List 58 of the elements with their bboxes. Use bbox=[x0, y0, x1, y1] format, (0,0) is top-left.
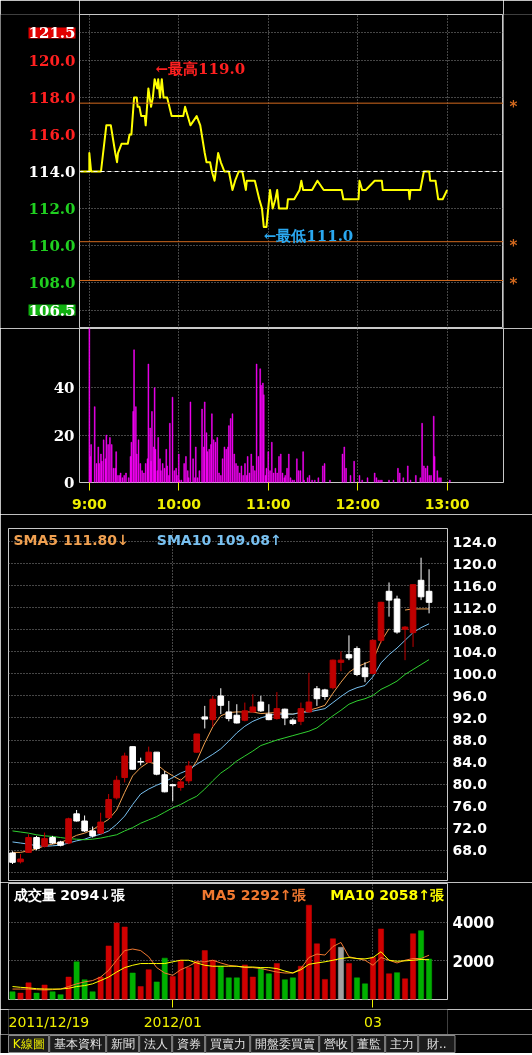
chart-title: 成交量 2094↓張 bbox=[12, 886, 127, 903]
text: MA5 2292↑張 bbox=[201, 886, 307, 903]
y-tick-label: 80.0 bbox=[452, 776, 488, 793]
text: K線圖 bbox=[12, 1037, 45, 1051]
y-tick-label: 100.0 bbox=[452, 665, 498, 682]
ref-line-label: * bbox=[509, 98, 518, 117]
y-tick-label: 40 bbox=[53, 379, 75, 398]
y-tick-label: 121.5 bbox=[28, 24, 76, 43]
text: 資券 bbox=[176, 1037, 201, 1051]
y-tick-label: 76.0 bbox=[452, 798, 488, 815]
text: MA10 2058↑張 bbox=[330, 886, 446, 903]
x-tick-label: 11:00 bbox=[245, 495, 291, 512]
text: 法人 bbox=[143, 1037, 168, 1051]
y-tick-label: 88.0 bbox=[452, 732, 488, 749]
y-tick-label: 106.5 bbox=[28, 301, 76, 320]
y-tick-label: 110.0 bbox=[28, 236, 76, 255]
y-tick-label: 96.0 bbox=[452, 687, 488, 704]
y-tick-label: 0 bbox=[64, 474, 75, 492]
text: SMA10 109.08↑ bbox=[156, 531, 282, 548]
y-tick-label: 20 bbox=[53, 426, 75, 445]
y-tick-label: 114.0 bbox=[28, 163, 76, 181]
text: 2011/12/19 bbox=[8, 1013, 90, 1030]
text: 營收 bbox=[323, 1037, 348, 1051]
y-tick-label: 116.0 bbox=[28, 126, 76, 145]
y-tick-label: 92.0 bbox=[452, 710, 488, 726]
text: 開盤委買賣 bbox=[254, 1037, 315, 1051]
x-tick-label: 2012/01 bbox=[143, 1013, 202, 1030]
y-tick-label: 2000 bbox=[452, 952, 495, 971]
text: 新聞 bbox=[110, 1037, 135, 1051]
x-tick-label: 03 bbox=[364, 1013, 382, 1030]
ref-line-label: * bbox=[509, 275, 518, 294]
y-tick-label: 4000 bbox=[452, 914, 495, 933]
y-tick-label: 84.0 bbox=[452, 754, 488, 771]
y-tick-label: 68.0 bbox=[452, 842, 488, 859]
text: 基本資料 bbox=[53, 1037, 102, 1051]
text: 財.. bbox=[427, 1037, 447, 1051]
y-tick-label: 112.0 bbox=[28, 199, 76, 218]
x-tick-label: 9:00 bbox=[71, 495, 108, 512]
text: 主力 bbox=[389, 1037, 414, 1051]
text: 買賣力 bbox=[209, 1037, 246, 1051]
y-tick-label: 72.0 bbox=[452, 820, 488, 837]
y-tick-label: 108.0 bbox=[452, 621, 498, 638]
x-tick-label: 10:00 bbox=[156, 495, 202, 512]
y-tick-label: 112.0 bbox=[452, 599, 498, 616]
y-tick-label: 118.0 bbox=[28, 89, 76, 108]
y-tick-label: 120.0 bbox=[28, 52, 76, 71]
y-tick-label: 108.0 bbox=[28, 273, 76, 292]
ref-line-label: * bbox=[509, 236, 518, 255]
y-tick-label: 104.0 bbox=[452, 643, 498, 660]
y-tick-label: 116.0 bbox=[452, 577, 498, 594]
x-tick-label: 13:00 bbox=[424, 495, 470, 512]
text: SMA5 111.80↓ bbox=[13, 531, 129, 548]
annotation: ←最高119.0 bbox=[155, 60, 246, 79]
x-tick-label: 12:00 bbox=[335, 495, 381, 512]
y-tick-label: 120.0 bbox=[452, 555, 498, 572]
y-tick-label: 124.0 bbox=[452, 533, 498, 550]
text: 董監 bbox=[356, 1037, 381, 1051]
annotation: ←最低111.0 bbox=[263, 226, 354, 245]
